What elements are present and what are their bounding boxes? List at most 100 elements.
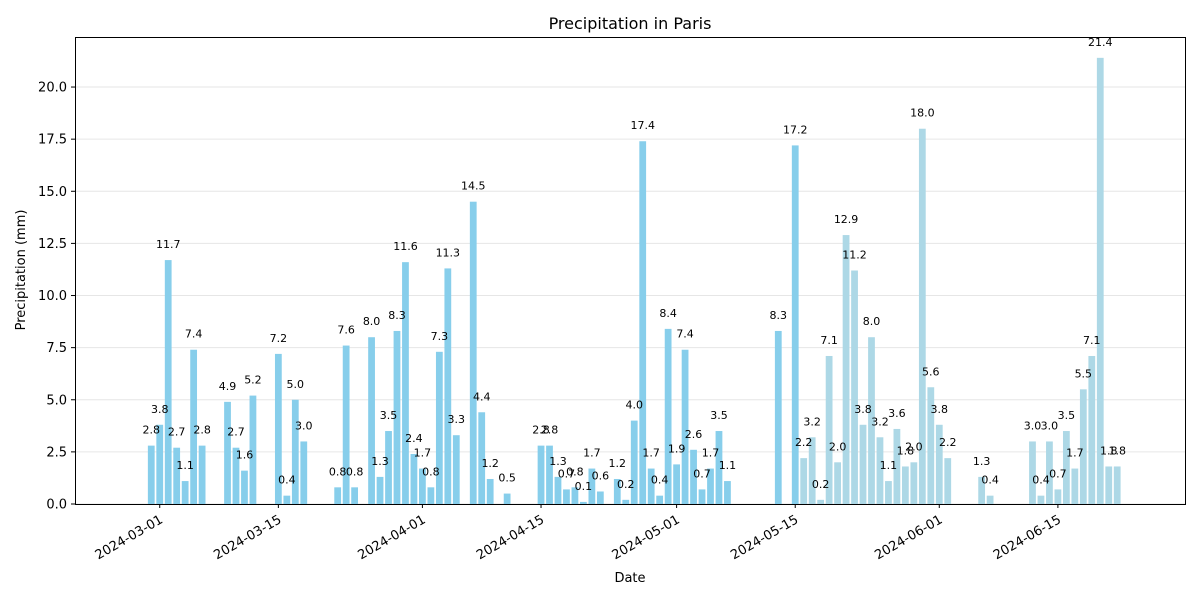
precipitation-bar (664, 328, 672, 504)
precipitation-bar (868, 337, 875, 504)
bars (147, 57, 1121, 505)
precipitation-bar (1029, 441, 1036, 504)
bar-value-label: 5.2 (244, 374, 262, 387)
bar-value-label: 3.0 (1041, 419, 1059, 432)
precipitation-bar (1079, 389, 1087, 504)
bar-value-label: 3.6 (888, 407, 906, 420)
bar-value-label: 17.4 (630, 119, 655, 132)
precipitation-bar (368, 337, 375, 504)
precipitation-bar (639, 141, 647, 504)
bar-value-label: 2.4 (405, 432, 423, 445)
precipitation-bar (808, 437, 816, 504)
bar-value-label: 1.8 (1108, 444, 1126, 457)
bar-value-label: 7.1 (820, 334, 838, 347)
precipitation-bar (893, 428, 901, 504)
bar-value-label: 0.5 (498, 472, 516, 485)
bar-value-label: 11.6 (393, 240, 418, 253)
y-tick-label: 12.5 (38, 237, 67, 252)
precipitation-bar (622, 499, 630, 504)
precipitation-bar (198, 445, 206, 504)
precipitation-bar (1037, 495, 1045, 504)
precipitation-bar (1054, 489, 1062, 504)
x-tick-label: 2024-06-01 (872, 512, 945, 563)
bar-value-label: 3.0 (295, 419, 313, 432)
bar-value-label: 11.3 (436, 246, 461, 259)
bar-value-label: 8.0 (363, 315, 381, 328)
bar-value-label: 2.7 (227, 426, 245, 439)
precipitation-bar (342, 345, 350, 504)
precipitation-bar (681, 349, 689, 504)
bar-value-label: 0.8 (422, 465, 440, 478)
bar-value-label: 8.4 (659, 307, 677, 320)
bar-value-label: 0.6 (592, 469, 610, 482)
bar-value-label: 7.1 (1083, 334, 1101, 347)
precipitation-bar (859, 424, 867, 504)
y-tick-label: 15.0 (38, 185, 67, 200)
bar-value-label: 0.7 (693, 467, 711, 480)
x-tick-label: 2024-05-01 (610, 512, 683, 563)
precipitation-bar (834, 462, 841, 504)
precipitation-bar (935, 424, 943, 504)
bar-value-label: 1.7 (414, 447, 432, 460)
precipitation-bar (427, 487, 435, 504)
bar-value-label: 1.3 (549, 455, 567, 468)
bar-value-label: 0.8 (346, 465, 364, 478)
bar-value-label: 1.2 (609, 457, 627, 470)
bar-value-label: 1.7 (642, 447, 660, 460)
precipitation-bar (537, 445, 545, 504)
bar-value-label: 8.0 (863, 315, 881, 328)
precipitation-bar (283, 495, 291, 504)
bar-value-label: 5.5 (1075, 367, 1093, 380)
precipitation-bar (563, 489, 570, 504)
bar-value-label: 2.8 (193, 424, 211, 437)
precipitation-bar (724, 481, 731, 504)
precipitation-bar (978, 476, 986, 504)
bar-value-label: 3.8 (151, 403, 169, 416)
precipitation-bar (181, 481, 189, 504)
bar-value-label: 2.6 (685, 428, 703, 441)
precipitation-bar (232, 447, 240, 504)
bar-value-label: 2.2 (795, 436, 813, 449)
bar-value-label: 0.7 (1049, 467, 1067, 480)
precipitation-bar (376, 476, 384, 504)
precipitation-bar (147, 445, 155, 504)
bar-value-label: 14.5 (461, 180, 486, 193)
bar-value-label: 2.8 (143, 424, 161, 437)
bar-value-label: 3.8 (931, 403, 949, 416)
bar-value-label: 7.6 (337, 324, 355, 337)
bar-value-label: 7.4 (676, 328, 694, 341)
precipitation-bar (944, 458, 952, 504)
precipitation-bar (393, 330, 401, 504)
bar-value-label: 1.1 (880, 459, 898, 472)
y-tick-label: 20.0 (38, 81, 67, 96)
bar-value-label: 1.1 (719, 459, 737, 472)
precipitation-bar (1113, 466, 1121, 504)
precipitation-bar (164, 260, 172, 504)
data-labels: 2.8 3.8 11.7 2.7 1.1 7.4 2.8 4.9 2.7 1.6 5.2 7.2 0.4… (143, 36, 1126, 493)
bar-value-label: 3.0 (1024, 419, 1042, 432)
precipitation-bar (452, 435, 460, 504)
x-tick-label: 2024-03-15 (211, 512, 284, 563)
precipitation-bar (647, 468, 655, 504)
bar-value-label: 2.0 (905, 440, 923, 453)
precipitation-bar (698, 489, 706, 504)
bar-value-label: 0.2 (617, 478, 635, 491)
bar-value-label: 1.3 (371, 455, 389, 468)
bar-value-label: 21.4 (1088, 36, 1113, 49)
precipitation-bar (825, 355, 833, 504)
bar-value-label: 1.2 (481, 457, 499, 470)
bar-value-label: 0.8 (566, 465, 584, 478)
precipitation-bar (690, 449, 697, 504)
precipitation-bar (546, 445, 553, 504)
precipitation-bar (402, 262, 409, 504)
bar-value-label: 3.2 (871, 415, 889, 428)
x-axis-ticks: 2024-03-01 2024-03-15 2024-04-01 2024-04-15… (93, 504, 1064, 563)
bar-value-label: 1.7 (1066, 447, 1084, 460)
x-tick-label: 2024-05-15 (728, 512, 801, 563)
precipitation-bar (478, 412, 486, 504)
precipitation-bar (444, 268, 452, 504)
precipitation-bar (876, 437, 884, 504)
bar-value-label: 5.0 (287, 378, 305, 391)
bar-value-label: 0.4 (278, 474, 296, 487)
